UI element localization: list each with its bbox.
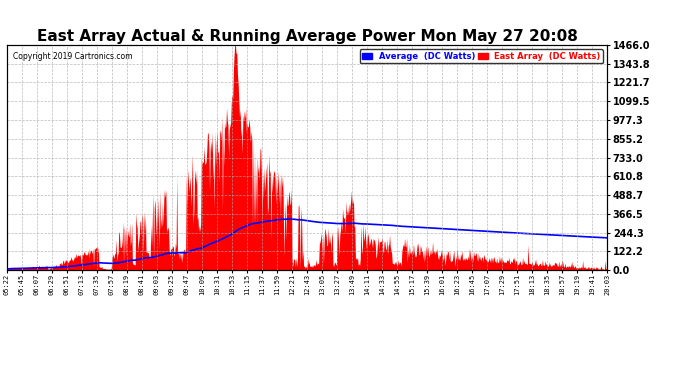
Legend: Average  (DC Watts), East Array  (DC Watts): Average (DC Watts), East Array (DC Watts…: [359, 49, 603, 63]
Title: East Array Actual & Running Average Power Mon May 27 20:08: East Array Actual & Running Average Powe…: [37, 29, 578, 44]
Text: Copyright 2019 Cartronics.com: Copyright 2019 Cartronics.com: [13, 52, 132, 61]
